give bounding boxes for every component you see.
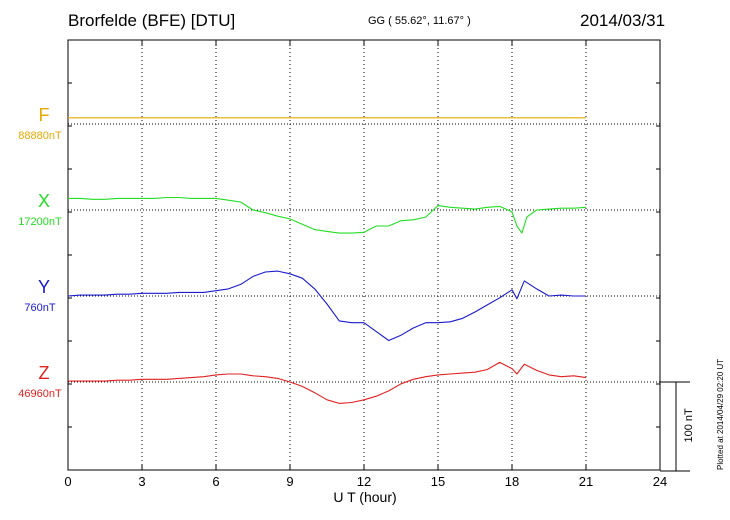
baseline-value-x: 17200nT (18, 216, 62, 228)
baseline-value-y: 760nT (24, 302, 55, 314)
x-tick-label: 12 (357, 474, 371, 489)
x-tick-label: 6 (212, 474, 219, 489)
x-tick-label: 9 (286, 474, 293, 489)
station-title: Brorfelde (BFE) [DTU] (68, 11, 236, 30)
x-tick-label: 21 (579, 474, 593, 489)
component-label-z: Z (39, 363, 50, 383)
x-tick-label: 24 (653, 474, 667, 489)
plot-date: 2014/03/31 (580, 11, 666, 30)
geographic-coordinates: GG ( 55.62°, 11.67° ) (368, 15, 471, 27)
component-label-f: F (39, 105, 50, 125)
series-line-z (68, 361, 587, 404)
series-line-x (68, 196, 587, 234)
plotted-at-note: Plotted at 2014/04/29 02:20 UT (716, 359, 725, 470)
x-tick-label: 0 (64, 474, 71, 489)
component-label-y: Y (38, 277, 50, 297)
baseline-value-f: 88880nT (18, 130, 62, 142)
baseline-value-z: 46960nT (18, 388, 62, 400)
x-axis-title: U T (hour) (333, 489, 396, 505)
component-label-x: X (38, 191, 50, 211)
series-line-y (67, 270, 586, 342)
x-tick-label: 15 (431, 474, 445, 489)
x-tick-label: 18 (505, 474, 519, 489)
x-tick-label: 3 (138, 474, 145, 489)
scale-bar-label: 100 nT (683, 408, 695, 443)
